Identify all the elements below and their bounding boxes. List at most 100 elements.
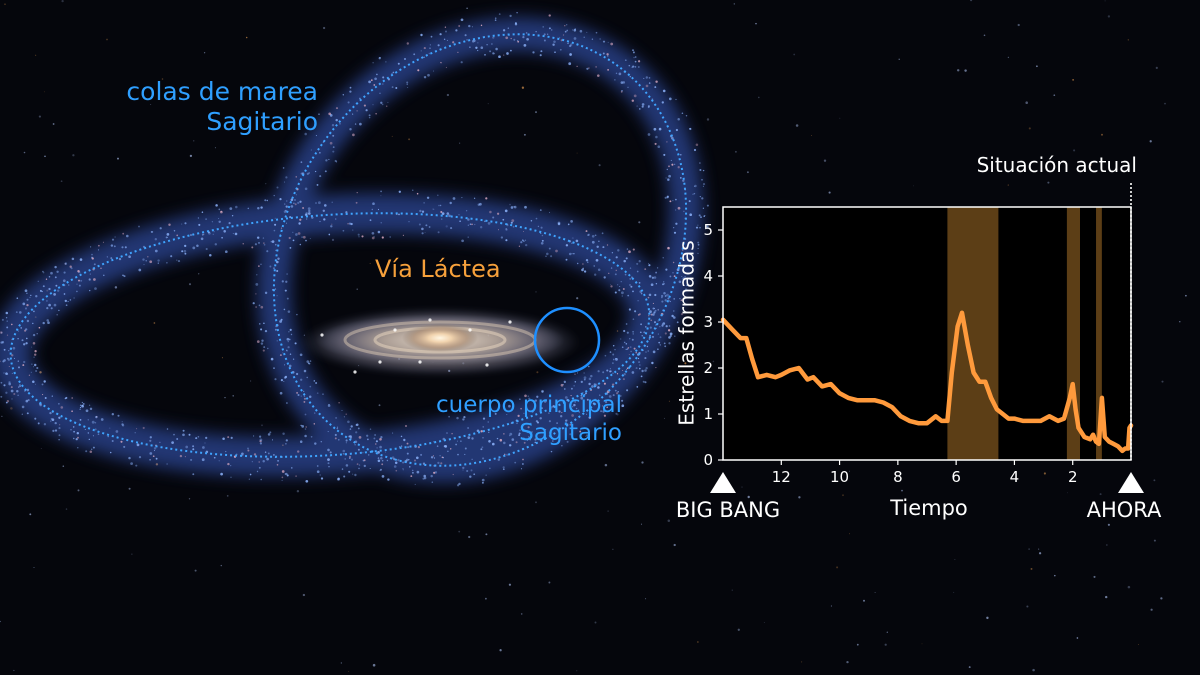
- stream-particle: [622, 81, 626, 84]
- stream-particle: [603, 423, 606, 426]
- stream-particle: [471, 26, 473, 28]
- stream-particle: [316, 183, 319, 186]
- stream-particle: [285, 442, 287, 445]
- stream-particle: [261, 339, 264, 342]
- stream-particle: [644, 381, 647, 384]
- stream-particle: [449, 201, 452, 205]
- stream-particle: [274, 217, 276, 219]
- stream-particle: [645, 351, 647, 353]
- stream-particle: [192, 448, 195, 451]
- stream-particle: [128, 255, 131, 259]
- stream-particle: [24, 289, 28, 293]
- stream-particle: [603, 382, 606, 385]
- stream-particle: [89, 273, 91, 275]
- stream-particle: [512, 225, 515, 228]
- stream-particle: [465, 210, 468, 212]
- stream-particle: [12, 346, 16, 350]
- stream-particle: [452, 197, 456, 200]
- stream-particle: [695, 226, 699, 229]
- background-star: [265, 183, 267, 185]
- stream-particle: [502, 218, 505, 221]
- stream-particle: [414, 483, 416, 485]
- stream-particle: [282, 352, 284, 354]
- stream-particle: [302, 207, 305, 209]
- stream-particle: [541, 390, 544, 393]
- stream-particle: [314, 442, 317, 445]
- stream-particle: [572, 29, 574, 31]
- stream-particle: [516, 422, 518, 425]
- stream-particle: [588, 67, 590, 69]
- orbit-tilted: [272, 33, 688, 467]
- stream-particle: [331, 201, 333, 203]
- stream-particle: [26, 319, 30, 323]
- stream-particle: [375, 443, 377, 445]
- stream-particle: [587, 365, 590, 368]
- stream-particle: [325, 159, 328, 162]
- stream-particle: [693, 185, 696, 188]
- stream-particle: [281, 479, 283, 481]
- stream-particle: [590, 401, 592, 404]
- stream-particle: [227, 462, 230, 466]
- background-star: [986, 616, 989, 620]
- stream-particle: [484, 53, 486, 56]
- stream-particle: [614, 273, 617, 276]
- stream-particle: [520, 468, 523, 470]
- stream-particle: [306, 376, 308, 379]
- stream-particle: [352, 133, 355, 137]
- stream-particle: [28, 374, 31, 376]
- stream-particle: [36, 366, 39, 370]
- stream-particle: [480, 448, 483, 451]
- stream-particle: [87, 432, 89, 434]
- stream-particle: [505, 239, 508, 242]
- stream-particle: [554, 51, 556, 54]
- stream-particle: [335, 107, 339, 110]
- stream-particle: [309, 385, 312, 388]
- stream-particle: [303, 369, 307, 373]
- background-star: [176, 259, 178, 262]
- stream-particle: [480, 24, 483, 27]
- background-star: [684, 362, 687, 365]
- background-star: [224, 396, 226, 399]
- stream-particle: [637, 314, 640, 316]
- stream-particle: [276, 186, 279, 189]
- stream-particle: [619, 394, 622, 398]
- stream-particle: [610, 267, 613, 269]
- y-tick-label: 4: [703, 267, 713, 285]
- stream-particle: [441, 212, 445, 215]
- stream-particle: [644, 357, 647, 360]
- y-tick-label: 3: [703, 313, 713, 331]
- stream-particle: [50, 271, 53, 275]
- stream-particle: [620, 81, 624, 84]
- stream-particle: [63, 271, 66, 274]
- stream-particle: [276, 269, 279, 273]
- stream-particle: [561, 445, 563, 447]
- stream-particle: [508, 444, 512, 447]
- stream-particle: [8, 381, 11, 384]
- stream-particle: [518, 432, 521, 435]
- stream-particle: [357, 233, 360, 236]
- stream-particle: [648, 293, 652, 297]
- stream-particle: [329, 451, 332, 454]
- stream-particle: [527, 426, 530, 429]
- stream-particle: [522, 463, 524, 465]
- stream-particle: [290, 205, 294, 208]
- stream-particle: [683, 210, 685, 212]
- stream-particle: [381, 463, 384, 466]
- stream-particle: [230, 476, 232, 479]
- stream-particle: [570, 387, 573, 390]
- stream-particle: [375, 440, 378, 443]
- stream-particle: [292, 239, 295, 242]
- background-star: [194, 569, 197, 572]
- stream-particle: [264, 199, 267, 202]
- stream-particle: [121, 246, 124, 249]
- stream-particle: [476, 429, 480, 433]
- stream-particle: [497, 458, 501, 461]
- stream-particle: [270, 357, 274, 361]
- stream-particle: [37, 422, 40, 425]
- stream-particle: [320, 440, 323, 443]
- stream-particle: [421, 232, 424, 235]
- background-star: [189, 154, 193, 158]
- stream-particle: [142, 426, 145, 430]
- background-star: [40, 448, 42, 450]
- stream-particle: [342, 452, 345, 455]
